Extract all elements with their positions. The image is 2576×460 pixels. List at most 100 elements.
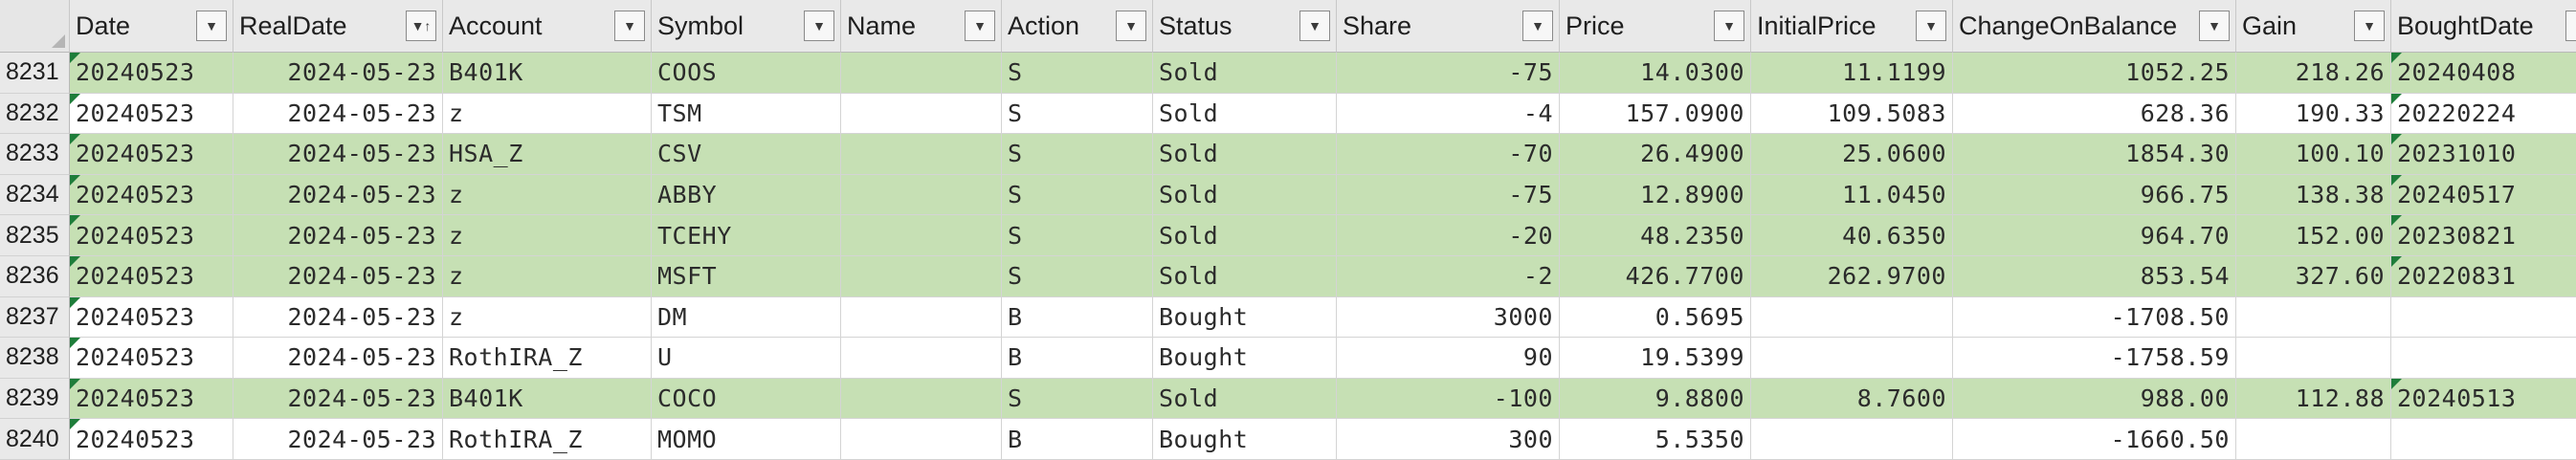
filter-dropdown-icon[interactable]: ▼ [1522, 11, 1553, 41]
cell-changeonbalance[interactable]: -1708.50 [1953, 296, 2236, 339]
cell-date[interactable]: 20240523 [70, 378, 233, 420]
cell-account[interactable]: z [443, 93, 652, 135]
cell-symbol[interactable]: DM [652, 296, 841, 339]
filter-dropdown-icon[interactable]: ▼ [1299, 11, 1330, 41]
cell-status[interactable]: Sold [1153, 378, 1337, 420]
column-header-boughtdate[interactable]: BoughtDate ▼ [2391, 0, 2576, 53]
cell-boughtdate[interactable]: 20220224 [2391, 93, 2576, 135]
cell-symbol[interactable]: U [652, 338, 841, 379]
cell-initialprice[interactable] [1751, 338, 1953, 379]
cell-symbol[interactable]: TSM [652, 93, 841, 135]
cell-action[interactable]: B [1002, 419, 1153, 460]
cell-symbol[interactable]: TCEHY [652, 215, 841, 256]
cell-date[interactable]: 20240523 [70, 53, 233, 94]
cell-initialprice[interactable]: 109.5083 [1751, 93, 1953, 135]
cell-symbol[interactable]: COOS [652, 53, 841, 94]
cell-realdate[interactable]: 2024-05-23 [233, 419, 443, 460]
row-number[interactable]: 8234 [0, 174, 70, 216]
cell-action[interactable]: S [1002, 378, 1153, 420]
column-header-price[interactable]: Price ▼ [1560, 0, 1751, 53]
cell-name[interactable] [841, 296, 1002, 339]
cell-price[interactable]: 26.4900 [1560, 134, 1751, 175]
cell-initialprice[interactable] [1751, 419, 1953, 460]
cell-action[interactable]: B [1002, 338, 1153, 379]
cell-name[interactable] [841, 93, 1002, 135]
cell-share[interactable]: 3000 [1337, 296, 1560, 339]
cell-name[interactable] [841, 419, 1002, 460]
row-number[interactable]: 8231 [0, 53, 70, 94]
cell-name[interactable] [841, 378, 1002, 420]
cell-gain[interactable]: 327.60 [2236, 255, 2391, 297]
cell-price[interactable]: 426.7700 [1560, 255, 1751, 297]
cell-date[interactable]: 20240523 [70, 296, 233, 339]
cell-realdate[interactable]: 2024-05-23 [233, 93, 443, 135]
cell-changeonbalance[interactable]: 1854.30 [1953, 134, 2236, 175]
cell-account[interactable]: RothIRA_Z [443, 338, 652, 379]
cell-action[interactable]: S [1002, 134, 1153, 175]
row-number[interactable]: 8239 [0, 378, 70, 420]
row-number[interactable]: 8235 [0, 215, 70, 256]
cell-status[interactable]: Sold [1153, 93, 1337, 135]
cell-price[interactable]: 9.8800 [1560, 378, 1751, 420]
cell-changeonbalance[interactable]: 964.70 [1953, 215, 2236, 256]
cell-boughtdate[interactable]: 20240513 [2391, 378, 2576, 420]
filter-dropdown-icon[interactable]: ▼ [614, 11, 645, 41]
cell-boughtdate[interactable] [2391, 297, 2576, 339]
cell-changeonbalance[interactable]: 988.00 [1953, 378, 2236, 420]
cell-boughtdate[interactable]: 20231010 [2391, 134, 2576, 175]
filter-dropdown-icon[interactable]: ▼ [2565, 11, 2576, 41]
filter-dropdown-icon[interactable]: ▼ [2199, 11, 2230, 41]
cell-name[interactable] [841, 53, 1002, 94]
cell-status[interactable]: Bought [1153, 419, 1337, 460]
cell-realdate[interactable]: 2024-05-23 [233, 378, 443, 420]
column-header-gain[interactable]: Gain ▼ [2236, 0, 2391, 53]
cell-gain[interactable] [2236, 419, 2391, 460]
cell-realdate[interactable]: 2024-05-23 [233, 53, 443, 94]
cell-share[interactable]: -20 [1337, 215, 1560, 256]
cell-price[interactable]: 14.0300 [1560, 53, 1751, 94]
cell-initialprice[interactable]: 262.9700 [1751, 255, 1953, 297]
cell-realdate[interactable]: 2024-05-23 [233, 174, 443, 216]
column-header-status[interactable]: Status ▼ [1153, 0, 1337, 53]
cell-price[interactable]: 19.5399 [1560, 338, 1751, 379]
cell-action[interactable]: S [1002, 215, 1153, 256]
cell-boughtdate[interactable]: 20240408 [2391, 53, 2576, 94]
cell-changeonbalance[interactable]: -1758.59 [1953, 338, 2236, 379]
column-header-account[interactable]: Account ▼ [443, 0, 652, 53]
cell-share[interactable]: 90 [1337, 338, 1560, 379]
cell-initialprice[interactable]: 25.0600 [1751, 134, 1953, 175]
cell-realdate[interactable]: 2024-05-23 [233, 338, 443, 379]
cell-initialprice[interactable] [1751, 296, 1953, 339]
cell-action[interactable]: S [1002, 93, 1153, 135]
cell-status[interactable]: Sold [1153, 255, 1337, 297]
cell-date[interactable]: 20240523 [70, 419, 233, 460]
cell-boughtdate[interactable] [2391, 419, 2576, 460]
cell-account[interactable]: B401K [443, 53, 652, 94]
cell-share[interactable]: -100 [1337, 378, 1560, 420]
cell-gain[interactable]: 138.38 [2236, 174, 2391, 216]
cell-share[interactable]: -75 [1337, 53, 1560, 94]
cell-initialprice[interactable]: 11.1199 [1751, 53, 1953, 94]
cell-status[interactable]: Bought [1153, 338, 1337, 379]
sort-ascending-filter-icon[interactable]: ▼↑ [406, 11, 436, 41]
cell-changeonbalance[interactable]: 628.36 [1953, 93, 2236, 135]
cell-action[interactable]: B [1002, 296, 1153, 339]
column-header-share[interactable]: Share ▼ [1337, 0, 1560, 53]
cell-account[interactable]: z [443, 255, 652, 297]
cell-changeonbalance[interactable]: -1660.50 [1953, 419, 2236, 460]
cell-action[interactable]: S [1002, 174, 1153, 216]
cell-date[interactable]: 20240523 [70, 255, 233, 297]
cell-action[interactable]: S [1002, 255, 1153, 297]
cell-realdate[interactable]: 2024-05-23 [233, 296, 443, 339]
cell-account[interactable]: z [443, 174, 652, 216]
cell-initialprice[interactable]: 8.7600 [1751, 378, 1953, 420]
cell-changeonbalance[interactable]: 966.75 [1953, 174, 2236, 216]
cell-price[interactable]: 5.5350 [1560, 419, 1751, 460]
cell-realdate[interactable]: 2024-05-23 [233, 255, 443, 297]
row-number[interactable]: 8237 [0, 296, 70, 339]
cell-boughtdate[interactable] [2391, 338, 2576, 379]
cell-changeonbalance[interactable]: 1052.25 [1953, 53, 2236, 94]
cell-date[interactable]: 20240523 [70, 134, 233, 175]
cell-gain[interactable]: 190.33 [2236, 93, 2391, 135]
cell-symbol[interactable]: CSV [652, 134, 841, 175]
